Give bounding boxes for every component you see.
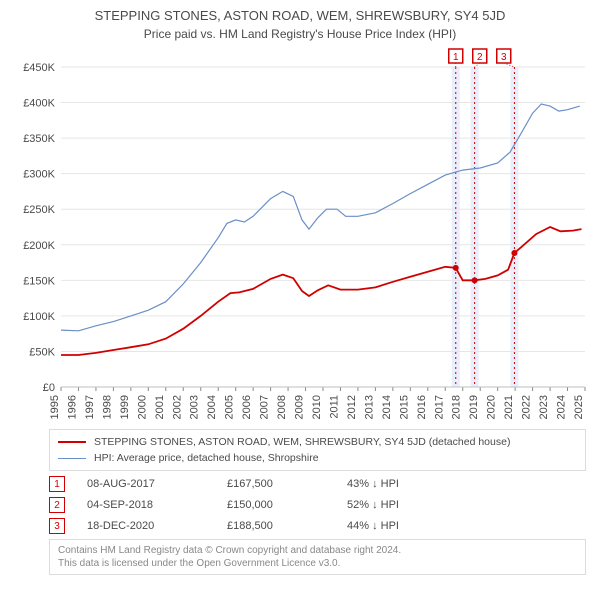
x-tick-label: 2009 — [294, 395, 306, 419]
legend-swatch — [58, 458, 86, 459]
legend-row: STEPPING STONES, ASTON ROAD, WEM, SHREWS… — [58, 434, 577, 450]
transaction-date: 04-SEP-2018 — [87, 499, 227, 511]
x-tick-label: 2002 — [171, 395, 183, 419]
transaction-price: £188,500 — [227, 520, 347, 532]
transaction-date: 08-AUG-2017 — [87, 478, 227, 490]
x-tick-label: 2019 — [468, 395, 480, 419]
transaction-dot — [453, 265, 459, 271]
x-tick-label: 2025 — [573, 395, 585, 419]
x-tick-label: 1997 — [84, 395, 96, 419]
x-tick-label: 1995 — [49, 395, 61, 419]
transaction-diff: 52% ↓ HPI — [347, 499, 399, 511]
x-tick-label: 2008 — [276, 395, 288, 419]
y-tick-label: £450K — [23, 62, 55, 74]
x-tick-label: 2024 — [556, 395, 568, 419]
y-tick-label: £250K — [23, 204, 55, 216]
x-tick-label: 2022 — [521, 395, 533, 419]
x-tick-label: 1996 — [66, 395, 78, 419]
transactions-table: 1 08-AUG-2017£167,50043% ↓ HPI 2 04-SEP-201… — [49, 476, 586, 534]
x-tick-label: 2004 — [206, 395, 218, 419]
x-tick-label: 2023 — [538, 395, 550, 419]
x-tick-label: 2005 — [224, 395, 236, 419]
legend-row: HPI: Average price, detached house, Shro… — [58, 450, 577, 466]
x-tick-label: 1998 — [101, 395, 113, 419]
x-tick-label: 2015 — [398, 395, 410, 419]
x-tick-label: 1999 — [119, 395, 131, 419]
y-tick-label: £400K — [23, 98, 55, 110]
x-tick-label: 2013 — [363, 395, 375, 419]
transaction-price: £150,000 — [227, 499, 347, 511]
chart-area: £0 £50K £100K £150K £200K £250K £300K £350K £400… — [12, 47, 586, 423]
footer-line-2: This data is licensed under the Open Gov… — [58, 557, 577, 570]
price-chart: £0 £50K £100K £150K £200K £250K £300K £350K £400… — [12, 47, 589, 423]
legend-label: HPI: Average price, detached house, Shro… — [94, 450, 319, 466]
y-tick-label: £150K — [23, 275, 55, 287]
x-tick-label: 2006 — [241, 395, 253, 419]
x-tick-label: 2003 — [189, 395, 201, 419]
marker-number-icon: 2 — [49, 497, 65, 513]
transaction-price: £167,500 — [227, 478, 347, 490]
y-tick-label: £350K — [23, 133, 55, 145]
x-tick-label: 2007 — [259, 395, 271, 419]
y-tick-label: £100K — [23, 311, 55, 323]
x-tick-label: 2020 — [486, 395, 498, 419]
x-tick-label: 2021 — [503, 395, 515, 419]
y-tick-label: £300K — [23, 169, 55, 181]
subject-line — [61, 227, 582, 355]
footer-line-1: Contains HM Land Registry data © Crown c… — [58, 544, 577, 557]
legend-swatch — [58, 441, 86, 443]
page-subtitle: Price paid vs. HM Land Registry's House … — [0, 27, 600, 41]
transaction-diff: 44% ↓ HPI — [347, 520, 399, 532]
x-tick-label: 2010 — [311, 395, 323, 419]
x-tick-label: 2016 — [416, 395, 428, 419]
transaction-diff: 43% ↓ HPI — [347, 478, 399, 490]
marker-tag-number: 3 — [501, 52, 507, 63]
y-tick-label: £0 — [43, 382, 55, 394]
transaction-date: 18-DEC-2020 — [87, 520, 227, 532]
table-row: 2 04-SEP-2018£150,00052% ↓ HPI — [49, 497, 586, 513]
x-tick-label: 2014 — [381, 395, 393, 419]
y-tick-label: £50K — [29, 346, 55, 358]
marker-tag-number: 2 — [477, 52, 483, 63]
x-tick-label: 2011 — [328, 395, 340, 419]
attribution-footer: Contains HM Land Registry data © Crown c… — [49, 539, 586, 575]
transaction-dot — [511, 250, 517, 256]
marker-tag-number: 1 — [453, 52, 459, 63]
legend: STEPPING STONES, ASTON ROAD, WEM, SHREWS… — [49, 429, 586, 471]
x-tick-label: 2018 — [451, 395, 463, 419]
table-row: 1 08-AUG-2017£167,50043% ↓ HPI — [49, 476, 586, 492]
x-tick-label: 2012 — [346, 395, 358, 419]
y-tick-label: £200K — [23, 240, 55, 252]
transaction-dot — [472, 277, 478, 283]
marker-number-icon: 3 — [49, 518, 65, 534]
x-tick-label: 2000 — [136, 395, 148, 419]
table-row: 3 18-DEC-2020£188,50044% ↓ HPI — [49, 518, 586, 534]
x-tick-label: 2001 — [154, 395, 166, 419]
legend-label: STEPPING STONES, ASTON ROAD, WEM, SHREWS… — [94, 434, 510, 450]
x-tick-label: 2017 — [433, 395, 445, 419]
marker-number-icon: 1 — [49, 476, 65, 492]
page-title: STEPPING STONES, ASTON ROAD, WEM, SHREWS… — [0, 8, 600, 23]
